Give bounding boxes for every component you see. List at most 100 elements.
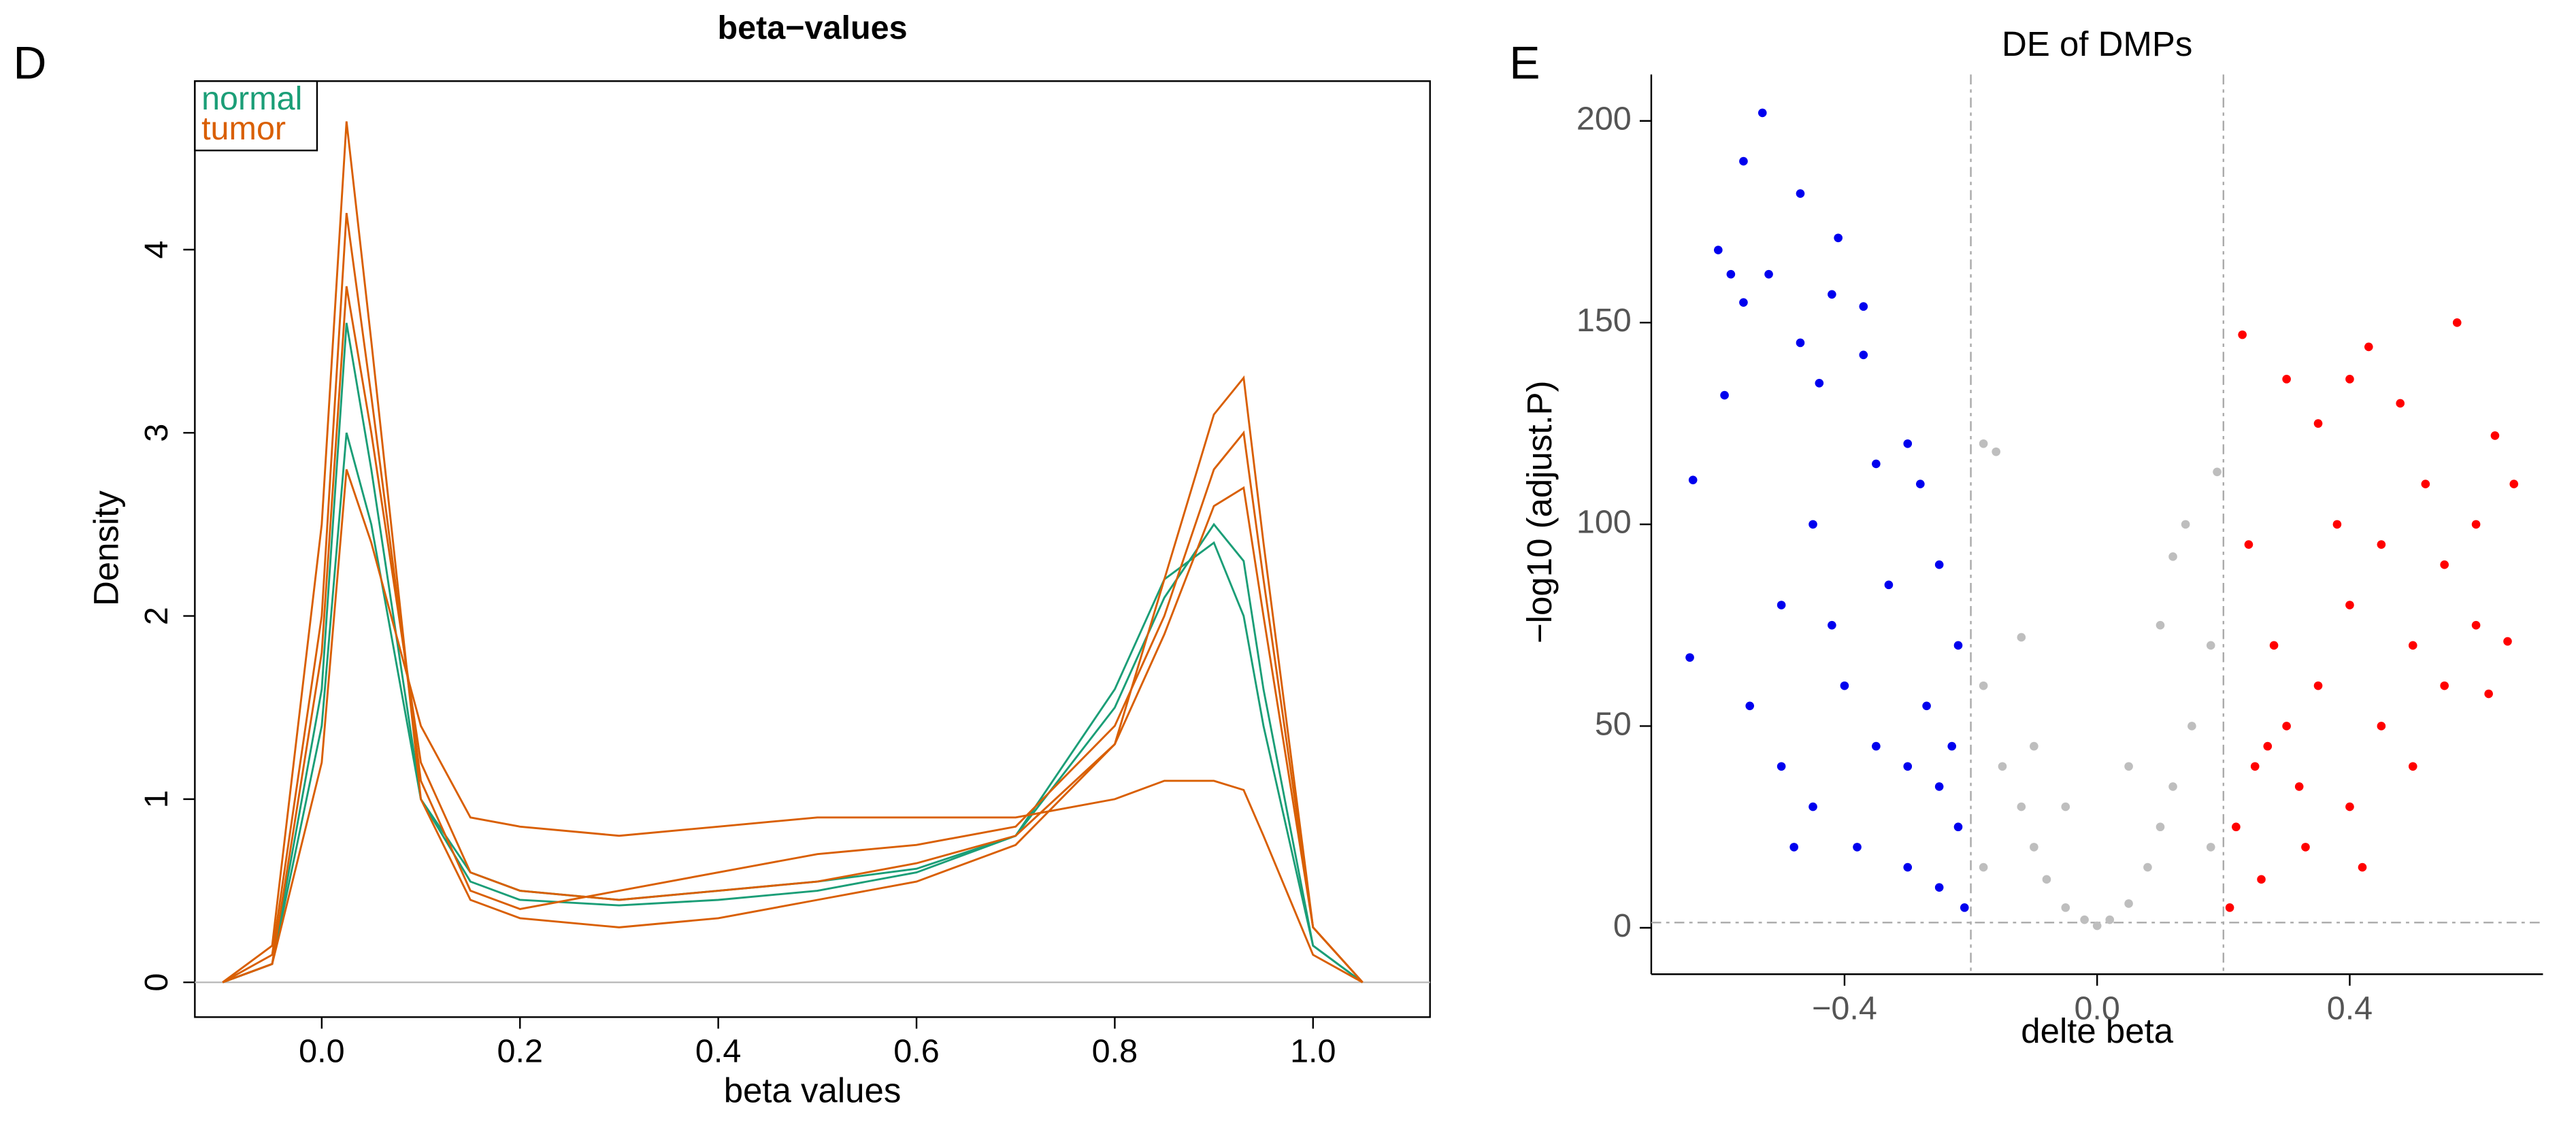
point: [1992, 447, 2000, 456]
point: [2294, 782, 2304, 791]
point: [1685, 653, 1694, 662]
y-tick-label: 150: [1576, 302, 1632, 339]
point: [1998, 762, 2007, 771]
point: [2017, 633, 2026, 642]
density-curve: [222, 121, 1364, 984]
point: [2484, 689, 2493, 699]
density-curve: [222, 432, 1364, 984]
y-tick-label: 2: [138, 607, 175, 625]
point: [2358, 862, 2367, 872]
point: [1922, 701, 1931, 711]
chart-title: DE of DMPs: [2002, 24, 2192, 63]
x-tick-label: 0.4: [695, 1033, 741, 1070]
point: [1764, 269, 1773, 279]
y-axis-label: −log10 (adjust.P): [1520, 380, 1559, 643]
point: [1979, 681, 1988, 690]
point: [1726, 269, 1736, 279]
point: [2080, 915, 2089, 924]
chart-title: beta−values: [717, 10, 907, 46]
x-tick-label: 0.2: [497, 1033, 543, 1070]
x-tick-label: 1.0: [1290, 1033, 1336, 1070]
point: [2168, 782, 2177, 791]
point: [2503, 637, 2512, 646]
point: [1834, 233, 1843, 243]
point: [2471, 520, 2481, 529]
y-tick-label: 100: [1576, 504, 1632, 541]
point: [2187, 722, 2196, 731]
point: [2509, 480, 2519, 488]
point: [2042, 875, 2051, 884]
point: [1809, 520, 1817, 529]
point: [2313, 681, 2323, 690]
point: [2364, 342, 2373, 352]
point: [2225, 903, 2234, 912]
point: [2301, 843, 2310, 852]
x-tick-label: 0.4: [2327, 990, 2373, 1026]
point: [2421, 480, 2430, 488]
point: [1777, 601, 1786, 609]
legend-label: normal: [201, 80, 302, 117]
point: [2017, 802, 2026, 811]
point: [2452, 318, 2462, 327]
point: [1953, 641, 1963, 650]
point: [2345, 601, 2354, 609]
point: [2408, 762, 2417, 771]
point: [1815, 378, 1824, 388]
point: [1916, 480, 1925, 488]
point: [2168, 552, 2177, 561]
point: [1739, 156, 1748, 166]
point: [2143, 862, 2152, 872]
point: [2092, 921, 2102, 931]
y-tick-label: 4: [138, 241, 175, 259]
point: [1903, 762, 1913, 771]
x-tick-label: 0.0: [2074, 990, 2119, 1026]
y-tick-label: 0: [138, 973, 175, 992]
point: [2269, 641, 2279, 650]
y-tick-label: 200: [1576, 101, 1632, 137]
point: [2257, 875, 2266, 884]
point: [2213, 467, 2222, 477]
y-axis-label: Density: [87, 490, 126, 606]
point: [2250, 762, 2260, 771]
point: [2156, 620, 2165, 630]
x-tick-label: −0.4: [1812, 990, 1877, 1026]
point: [2232, 822, 2241, 832]
point: [2124, 762, 2133, 771]
point: [2377, 722, 2386, 731]
point: [2396, 399, 2405, 408]
point: [1884, 580, 1894, 590]
point: [1720, 390, 1729, 400]
point: [1872, 741, 1881, 751]
point: [1796, 338, 1805, 348]
point: [2061, 802, 2070, 811]
y-tick-label: 3: [138, 424, 175, 442]
point: [1789, 843, 1798, 852]
x-tick-label: 0.0: [299, 1033, 344, 1070]
point: [1777, 762, 1786, 771]
density-curve: [222, 212, 1364, 984]
x-axis-label: delte beta: [2021, 1011, 2173, 1050]
plot-frame: [194, 80, 1431, 1018]
y-tick-label: 50: [1595, 705, 1632, 742]
point: [1934, 883, 1944, 892]
legend-label: tumor: [201, 110, 286, 147]
point: [1934, 782, 1944, 791]
point: [2105, 915, 2115, 924]
point: [1903, 862, 1913, 872]
point: [1934, 560, 1944, 569]
point: [2206, 641, 2215, 650]
point: [2345, 802, 2354, 811]
point: [2181, 520, 2190, 529]
point: [1979, 439, 1988, 448]
point: [2440, 681, 2449, 690]
point: [1903, 439, 1913, 448]
point: [2490, 431, 2500, 440]
point: [1796, 189, 1805, 198]
point: [1853, 843, 1862, 852]
point: [1739, 298, 1748, 307]
point: [1859, 302, 1868, 311]
density-curve: [222, 286, 1364, 984]
point: [2408, 641, 2417, 650]
point: [2263, 741, 2273, 751]
